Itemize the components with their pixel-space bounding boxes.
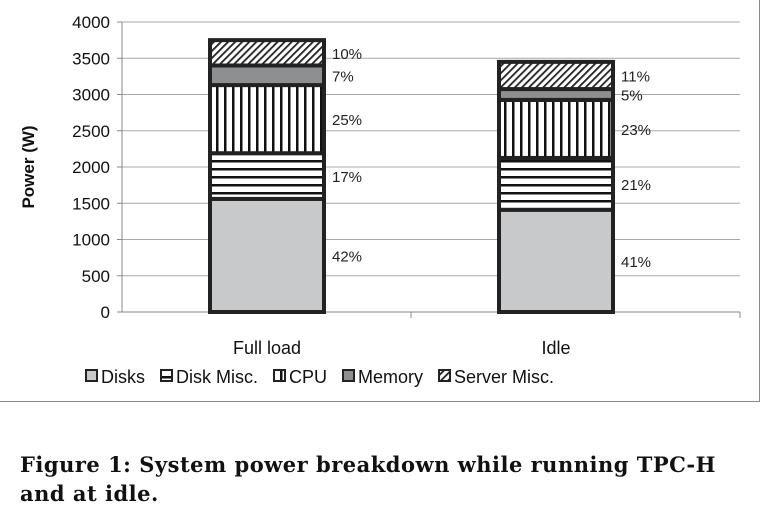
x-tick-label: Full load bbox=[233, 338, 301, 358]
y-tick-label: 3500 bbox=[72, 49, 110, 68]
y-tick-label: 2000 bbox=[72, 158, 110, 177]
legend-label: CPU bbox=[289, 367, 327, 387]
legend-swatch bbox=[342, 369, 356, 382]
x-tick-label: Idle bbox=[541, 338, 570, 358]
data-label: 17% bbox=[332, 169, 362, 186]
chart-frame bbox=[0, 0, 760, 402]
data-label: 7% bbox=[332, 68, 354, 85]
bar-segment-server-misc- bbox=[497, 59, 615, 92]
data-label: 25% bbox=[332, 112, 362, 129]
y-tick-label: 500 bbox=[82, 267, 110, 286]
legend-label: Disks bbox=[101, 367, 145, 387]
stacked-bar-chart: 0 500 1000 1500 2000 2500 3000 3500 4000 42% 17% 2… bbox=[19, 13, 741, 387]
legend-swatch bbox=[85, 369, 98, 382]
bar-segment-cpu bbox=[208, 83, 326, 156]
y-tick-label: 0 bbox=[101, 303, 110, 322]
data-label: 11% bbox=[621, 68, 650, 85]
y-tick-label: 1000 bbox=[72, 231, 110, 250]
y-tick-label: 1500 bbox=[72, 194, 110, 213]
bar-segment-disks bbox=[208, 196, 326, 314]
data-label: 5% bbox=[621, 88, 643, 105]
data-label: 21% bbox=[621, 177, 651, 194]
data-label: 42% bbox=[332, 248, 362, 265]
y-axis-label: Power (W) bbox=[19, 125, 38, 208]
legend-label: Disk Misc. bbox=[176, 367, 258, 387]
bar-segment-disk-misc- bbox=[208, 151, 326, 201]
y-tick-label: 2500 bbox=[72, 122, 110, 141]
bar-segment-disk-misc- bbox=[497, 155, 615, 212]
bar-segment-server-misc- bbox=[208, 38, 326, 68]
legend-swatch bbox=[273, 369, 286, 382]
legend-label: Memory bbox=[358, 367, 423, 387]
legend-swatch bbox=[438, 369, 452, 382]
y-tick-label: 3000 bbox=[72, 86, 110, 105]
y-tick-label: 4000 bbox=[72, 13, 110, 32]
bar-segment-cpu bbox=[497, 97, 615, 160]
figure-caption: Figure 1: System power breakdown while r… bbox=[20, 452, 716, 506]
data-label: 41% bbox=[621, 254, 651, 271]
legend-label: Server Misc. bbox=[454, 367, 554, 387]
data-label: 23% bbox=[621, 122, 651, 139]
bar-segment-disks bbox=[497, 207, 615, 314]
legend-swatch bbox=[160, 369, 173, 382]
bar-segment-memory bbox=[208, 63, 326, 88]
data-label: 10% bbox=[332, 46, 362, 63]
